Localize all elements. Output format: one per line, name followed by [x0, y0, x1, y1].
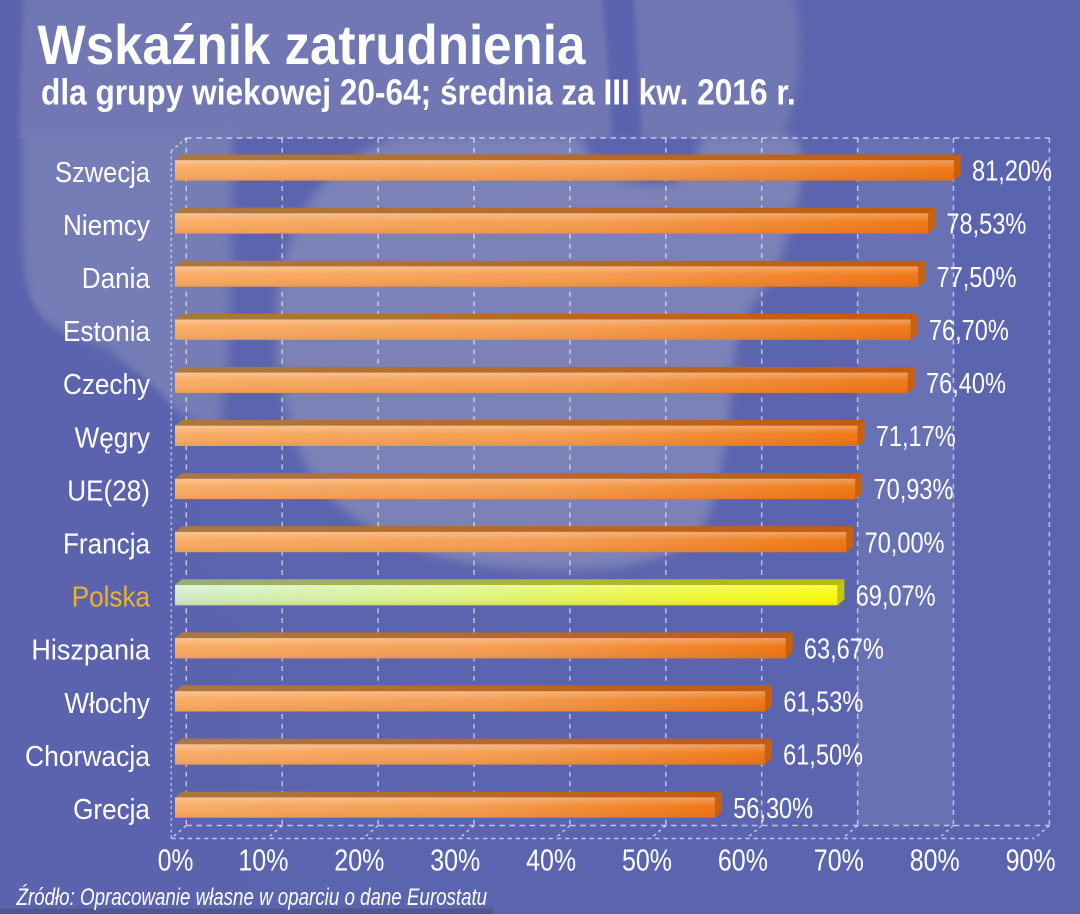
- svg-text:Włochy: Włochy: [64, 687, 150, 720]
- svg-text:70,00%: 70,00%: [865, 526, 945, 559]
- svg-text:0%: 0%: [158, 843, 194, 877]
- svg-text:Chorwacja: Chorwacja: [25, 740, 150, 772]
- svg-text:61,50%: 61,50%: [783, 738, 863, 771]
- svg-text:78,53%: 78,53%: [946, 207, 1026, 240]
- svg-text:Francja: Francja: [63, 527, 151, 560]
- svg-text:80%: 80%: [910, 843, 960, 877]
- svg-text:UE(28): UE(28): [67, 474, 150, 507]
- svg-text:60%: 60%: [718, 843, 768, 877]
- svg-text:Niemcy: Niemcy: [63, 209, 150, 242]
- svg-text:90%: 90%: [1006, 843, 1056, 877]
- svg-text:77,50%: 77,50%: [937, 260, 1017, 293]
- svg-text:71,17%: 71,17%: [876, 420, 956, 453]
- svg-text:70%: 70%: [814, 843, 864, 877]
- svg-text:50%: 50%: [622, 843, 672, 877]
- svg-text:Estonia: Estonia: [63, 315, 151, 348]
- svg-text:Hiszpania: Hiszpania: [31, 634, 150, 666]
- svg-text:76,40%: 76,40%: [926, 367, 1006, 400]
- svg-text:Szwecja: Szwecja: [55, 155, 151, 188]
- svg-text:56,30%: 56,30%: [733, 791, 813, 824]
- svg-text:40%: 40%: [526, 843, 576, 877]
- svg-text:Czechy: Czechy: [63, 368, 150, 401]
- svg-text:10%: 10%: [238, 843, 288, 877]
- svg-text:Polska: Polska: [72, 580, 151, 613]
- svg-text:dla grupy wiekowej 20-64; śred: dla grupy wiekowej 20-64; średnia za III…: [41, 73, 796, 113]
- svg-text:Węgry: Węgry: [75, 421, 151, 454]
- svg-text:76,70%: 76,70%: [929, 314, 1009, 347]
- svg-text:61,53%: 61,53%: [783, 685, 863, 718]
- svg-text:69,07%: 69,07%: [856, 579, 936, 612]
- svg-text:Grecja: Grecja: [73, 793, 150, 826]
- svg-text:Źródło: Opracowanie własne w o: Źródło: Opracowanie własne w oparciu o d…: [16, 883, 488, 911]
- svg-text:70,93%: 70,93%: [874, 473, 954, 506]
- svg-text:20%: 20%: [334, 843, 384, 877]
- svg-text:30%: 30%: [430, 843, 480, 877]
- svg-text:Dania: Dania: [82, 262, 151, 295]
- svg-text:63,67%: 63,67%: [804, 632, 884, 665]
- svg-text:81,20%: 81,20%: [972, 154, 1052, 187]
- svg-text:Wskaźnik zatrudnienia: Wskaźnik zatrudnienia: [38, 14, 587, 77]
